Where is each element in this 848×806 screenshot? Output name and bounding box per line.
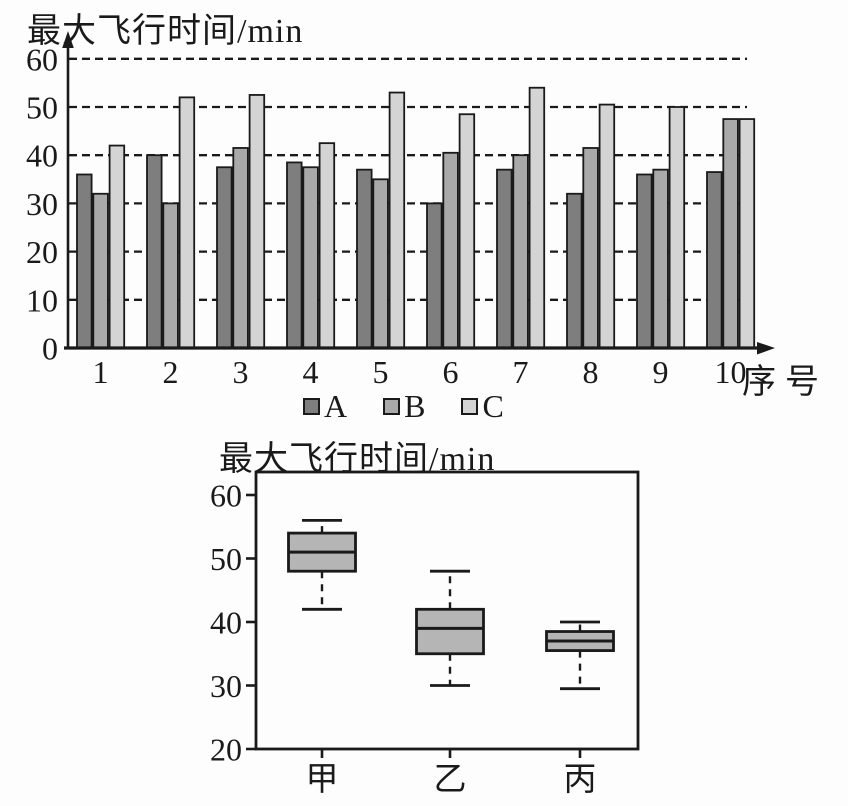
bar-A-2 [146,154,163,349]
bar-C-4 [318,142,336,349]
bar-C-8 [598,103,616,349]
bar-xtick-label-1: 1 [93,354,109,390]
bar-C-9 [668,106,686,349]
box-ytick-label-50: 50 [210,541,242,577]
bar-ytick-label-60: 60 [26,41,58,77]
bar-B-5 [372,178,389,349]
bar-A-1 [76,173,93,349]
bar-C-1 [108,144,126,349]
bar-xtick-label-10: 10 [715,354,747,390]
bar-A-8 [566,192,583,349]
legend-item-b: B [383,390,425,422]
x-axis-arrowhead-icon [757,342,775,355]
box-plot-frame [254,470,640,751]
bar-B-7 [512,154,529,349]
bar-B-9 [652,168,669,349]
bar-B-3 [232,147,249,349]
bar-xtick-label-9: 9 [653,354,669,390]
bar-A-4 [286,161,303,349]
bar-B-4 [302,166,319,349]
bar-B-10 [722,118,739,349]
bar-B-6 [442,151,459,349]
bar-xtick-label-8: 8 [583,354,599,390]
bar-A-7 [496,168,513,349]
bar-B-8 [582,147,599,349]
bar-A-3 [216,166,233,349]
bar-xtick-label-3: 3 [233,354,249,390]
bar-A-5 [356,168,373,349]
bar-C-3 [248,94,266,349]
box-ytick-label-60: 60 [210,478,242,514]
y-axis-arrowhead-icon [62,31,74,48]
legend-label-b: B [404,388,426,424]
bar-chart-title: 最大飞行时间/min [27,13,304,50]
box-category-label-丙: 丙 [564,762,597,798]
box-ytick-label-20: 20 [210,732,242,768]
bar-C-2 [178,96,196,349]
box-ytick-label-30: 30 [210,668,242,704]
box-plot-title: 最大飞行时间/min [219,441,496,478]
bar-ytick-label-30: 30 [26,186,58,222]
legend-label-c: C [482,388,504,424]
box-category-label-乙: 乙 [434,762,467,798]
bar-B-1 [92,192,109,349]
bar-xtick-label-6: 6 [443,354,459,390]
bar-A-9 [636,173,653,349]
bar-C-7 [528,86,546,349]
bar-ytick-label-0: 0 [42,331,58,367]
bar-xtick-label-5: 5 [373,354,389,390]
bar-C-10 [738,118,756,349]
bar-ytick-label-10: 10 [26,282,58,318]
bar-chart-legend: A B C [303,390,504,422]
box-category-label-甲: 甲 [306,762,339,798]
bar-xtick-label-4: 4 [303,354,319,390]
bar-C-5 [388,91,406,349]
bar-A-6 [426,202,443,349]
box-ytick-label-40: 40 [210,605,242,641]
bar-xtick-label-7: 7 [513,354,529,390]
bar-ytick-label-50: 50 [26,90,58,126]
legend-item-a: A [303,390,347,422]
legend-label-a: A [324,388,348,424]
legend-item-c: C [461,388,504,424]
bar-ytick-label-20: 20 [26,234,58,270]
bar-A-10 [706,171,723,349]
iqr-box-乙 [415,607,485,656]
legend-swatch-b-icon [383,397,401,415]
bar-C-6 [458,113,476,349]
bar-xtick-label-2: 2 [163,354,179,390]
legend-swatch-a-icon [303,397,320,415]
legend-swatch-c-icon [461,397,479,415]
bar-chart-x-axis-label: 序号 [742,364,828,401]
bar-B-2 [162,202,179,349]
bar-ytick-label-40: 40 [26,138,58,174]
